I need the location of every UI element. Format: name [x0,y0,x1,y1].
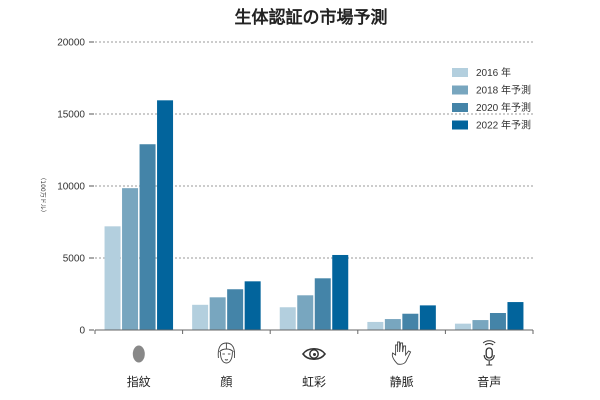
bars [104,100,524,330]
legend: 2016 年 2018 年予測 2020 年予測 2022 年予測 [452,66,531,132]
bar-3-3 [419,305,436,330]
legend-item: 2018 年予測 [452,84,531,97]
category-labels: 指紋 顔 虹彩 静脈 音声 [127,374,501,389]
legend-item: 2016 年 [452,66,511,79]
legend-label: 2018 年予測 [476,84,531,97]
category-label: 指紋 [127,374,151,389]
category-label: 静脈 [390,375,414,389]
bar-4-1 [472,320,489,330]
bar-2-1 [297,295,314,330]
legend-swatch [452,120,468,130]
bar-1-0 [192,304,209,330]
category-label: 顔 [220,374,232,389]
x-axis [94,329,534,334]
bar-4-3 [507,302,524,330]
legend-swatch [452,85,468,95]
fingerprint-icon [132,345,145,363]
bar-0-3 [157,100,174,330]
y-tick-label: 20000 [57,38,85,49]
bar-1-1 [209,297,226,330]
legend-item: 2022 年予測 [452,119,531,132]
bar-3-1 [384,319,401,330]
bar-4-2 [489,313,506,330]
bar-0-2 [139,144,156,330]
category-label: 音声 [477,374,501,389]
legend-label: 2022 年予測 [476,119,531,132]
bar-0-1 [122,188,139,330]
bar-4-0 [454,323,471,330]
bar-2-2 [314,278,331,330]
face-icon [217,342,236,364]
legend-swatch [452,103,468,112]
y-tick-label: 10000 [57,182,85,193]
legend-swatch [452,68,468,77]
eye-icon [302,347,326,361]
bar-0-0 [104,226,121,330]
y-axis-label: （100万ドル） [39,174,46,215]
legend-item: 2020 年予測 [452,101,531,114]
legend-label: 2020 年予測 [476,101,531,114]
bar-1-2 [227,289,244,330]
bar-3-2 [402,313,419,330]
bar-2-3 [332,254,349,330]
category-icons [132,340,496,366]
y-axis: 0 5000 10000 15000 20000 [57,38,94,337]
bar-3-0 [367,321,384,330]
chart-title: 生体認証の市場予測 [235,7,388,28]
bar-1-3 [244,281,261,330]
bar-2-0 [279,307,296,330]
microphone-icon [482,340,496,366]
y-tick-label: 0 [79,326,85,337]
hand-icon [391,341,412,365]
y-tick-label: 5000 [63,254,86,265]
legend-label: 2016 年 [476,66,511,79]
category-label: 虹彩 [302,375,326,389]
y-tick-label: 15000 [57,110,85,121]
